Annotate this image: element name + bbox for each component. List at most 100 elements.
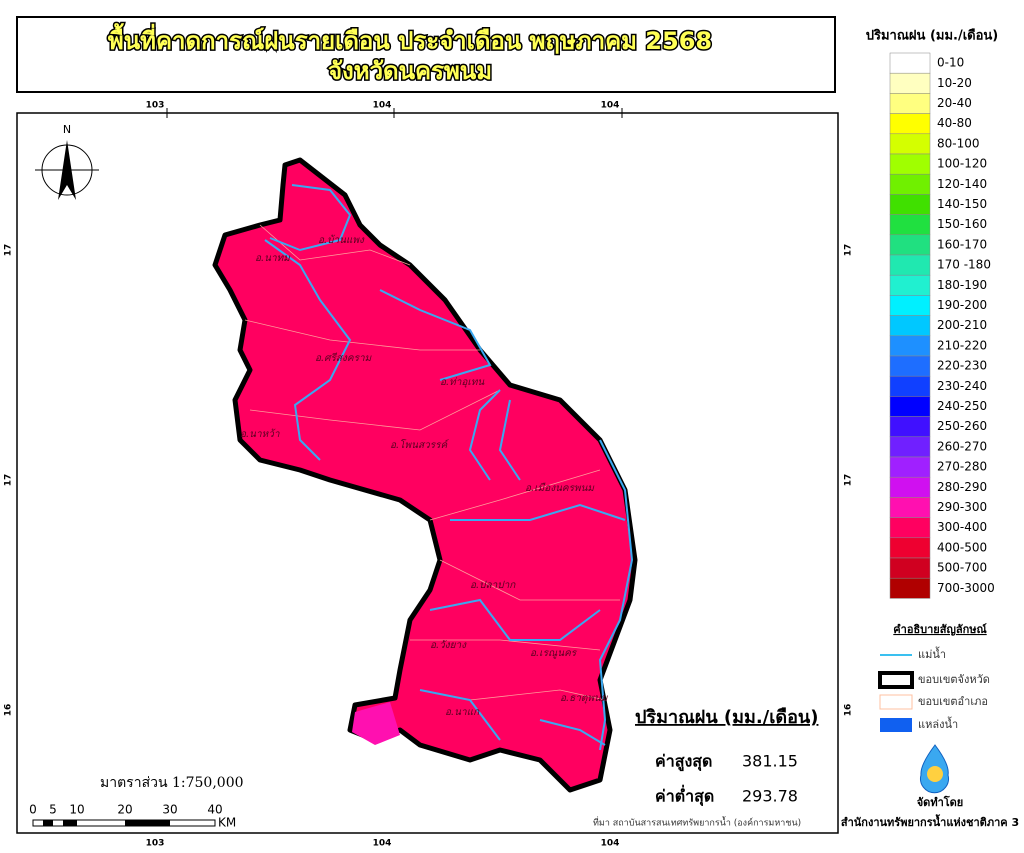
legend-swatch xyxy=(889,557,931,579)
legend-swatch xyxy=(889,355,931,377)
legend-swatch xyxy=(889,274,931,296)
legend-swatch xyxy=(889,72,931,94)
source: ที่มา สถาบันสารสนเทศทรัพยากรน้ำ (องค์การ… xyxy=(593,816,801,829)
district-label: อ.โพนสวรรค์ xyxy=(390,439,449,451)
legend-label: 0-10 xyxy=(937,56,964,70)
legend-title: ปริมาณฝน (มม./เดือน) xyxy=(866,28,998,44)
title-line2: จังหวัดนครพนม xyxy=(328,57,492,85)
legend-swatch xyxy=(889,93,931,114)
symbol-title: คำอธิบายสัญลักษณ์ xyxy=(893,623,987,636)
symbol-label: แม่น้ำ xyxy=(918,646,946,661)
legend-label: 180-190 xyxy=(937,278,987,292)
legend-swatch xyxy=(889,153,931,175)
legend-label: 150-160 xyxy=(937,217,987,231)
north-label: N xyxy=(63,123,71,136)
legend-label: 80-100 xyxy=(937,136,980,150)
district-label: อ.นาแก xyxy=(445,707,480,718)
scale-tick: 10 xyxy=(69,803,84,817)
legend-label: 10-20 xyxy=(937,76,972,90)
stats-box: ปริมาณฝน (มม./เดือน) ค่าสูงสุด 381.15 ค่… xyxy=(635,707,818,807)
district-label: อ.นาหว้า xyxy=(240,428,280,440)
district-boundaries xyxy=(244,224,620,701)
legend-swatch xyxy=(889,396,931,417)
legend-label: 160-170 xyxy=(937,237,987,251)
legend-label: 700-3000 xyxy=(937,581,995,595)
title-box xyxy=(16,16,836,93)
scale-tick: 0 xyxy=(29,803,37,817)
legend-label: 250-260 xyxy=(937,419,987,433)
district-labels: อ.บ้านแพงอ.นาทมอ.ศรีสงครามอ.ท่าอุเทนอ.นา… xyxy=(240,234,609,718)
legend-label: 200-210 xyxy=(937,318,987,332)
legend-swatch xyxy=(889,456,931,478)
legend-swatch xyxy=(889,476,931,498)
right-tick: 16 xyxy=(844,704,854,717)
legend-label: 190-200 xyxy=(937,298,987,312)
max-value: 381.15 xyxy=(742,752,798,771)
legend-label: 500-700 xyxy=(937,561,987,575)
legend-swatch xyxy=(889,173,931,195)
legend-swatch xyxy=(889,234,931,256)
legend-swatch xyxy=(889,436,931,458)
legend-swatch xyxy=(889,133,931,155)
symbol-label: ขอบเขตจังหวัด xyxy=(918,673,990,686)
legend-label: 260-270 xyxy=(937,439,987,453)
district-label: อ.ศรีสงคราม xyxy=(315,352,373,364)
scale-tick: 30 xyxy=(162,803,177,817)
legend-label: 170 -180 xyxy=(937,258,991,272)
legend-label: 220-230 xyxy=(937,359,987,373)
symbol-label: แหล่งน้ำ xyxy=(918,716,958,731)
title-line1: พื้นที่คาดการณ์ฝนรายเดือน ประจำเดือน พฤษ… xyxy=(108,22,712,55)
legend-label: 100-120 xyxy=(937,157,987,171)
legend-label: 400-500 xyxy=(937,540,987,554)
made-by: จัดทำโดย xyxy=(917,795,964,809)
legend-label: 300-400 xyxy=(937,520,987,534)
district-label: อ.เรณูนคร xyxy=(530,648,578,659)
left-tick: 16 xyxy=(4,704,14,717)
scale-text: มาตราส่วน 1:750,000 xyxy=(100,775,244,791)
legend-label: 290-300 xyxy=(937,500,987,514)
top-tick: 103 xyxy=(146,101,165,111)
legend-label: 120-140 xyxy=(937,177,987,191)
legend-swatch xyxy=(889,315,931,337)
logo xyxy=(920,744,949,794)
bottom-tick: 104 xyxy=(373,839,392,849)
legend-swatch xyxy=(889,497,931,518)
legend-label: 210-220 xyxy=(937,338,987,352)
scale-tick: 40 xyxy=(207,803,222,817)
district-label: อ.ท่าอุเทน xyxy=(440,377,485,388)
scale-tick: 5 xyxy=(49,803,57,817)
high-rain-patch xyxy=(352,702,400,745)
min-value: 293.78 xyxy=(742,787,798,806)
district-label: อ.เมืองนครพนม xyxy=(525,482,595,494)
legend-label: 20-40 xyxy=(937,96,972,110)
legend-label: 240-250 xyxy=(937,399,987,413)
district-label: อ.วังยาง xyxy=(430,640,467,651)
legend-swatch xyxy=(889,537,931,559)
max-label: ค่าสูงสุด xyxy=(655,752,712,773)
legend-swatch xyxy=(889,254,931,276)
legend-swatch xyxy=(889,295,931,316)
legend-swatch xyxy=(889,416,931,438)
legend-swatch xyxy=(889,214,931,236)
district-label: อ.ปลาปาก xyxy=(470,580,516,591)
legend-label: 230-240 xyxy=(937,379,987,393)
coordinate-ticks: 103 103 104 104 104 104 17 17 17 17 16 16 xyxy=(4,101,854,849)
left-tick: 17 xyxy=(4,474,14,487)
min-label: ค่าต่ำสุด xyxy=(655,785,714,807)
top-tick: 104 xyxy=(373,101,392,111)
legend-label: 270-280 xyxy=(937,460,987,474)
symbol-legend: คำอธิบายสัญลักษณ์ แม่น้ำขอบเขตจังหวัดขอบ… xyxy=(878,623,990,732)
district-label: อ.ธาตุพนม xyxy=(560,693,609,704)
legend: 0-10 10-20 20-40 40-80 80-100 100-120 120-140 1… xyxy=(889,52,995,599)
legend-swatch xyxy=(889,113,931,135)
top-tick: 104 xyxy=(601,101,620,111)
bottom-tick: 104 xyxy=(601,839,620,849)
north-arrow: N xyxy=(35,123,99,200)
district-label: อ.นาทม xyxy=(255,253,291,264)
legend-label: 280-290 xyxy=(937,480,987,494)
left-tick: 17 xyxy=(4,244,14,257)
legend-swatch xyxy=(889,52,931,74)
legend-swatch xyxy=(889,517,931,539)
district-label: อ.บ้านแพง xyxy=(318,234,365,246)
